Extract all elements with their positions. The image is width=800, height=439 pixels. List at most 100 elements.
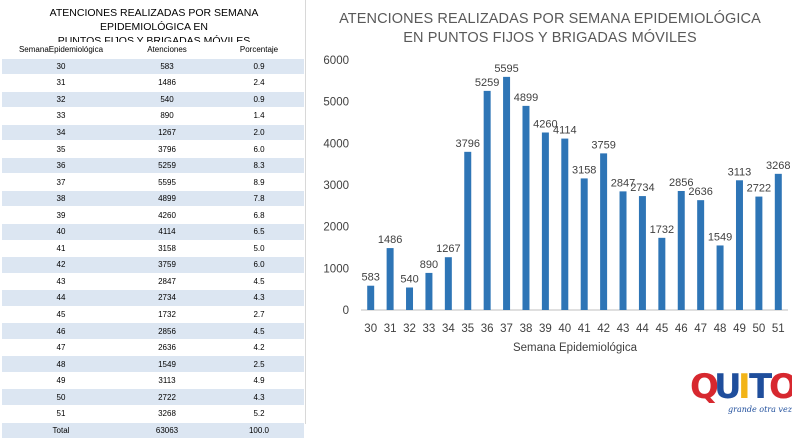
table-row: 34 1267 2.0 — [2, 124, 304, 142]
cell-semana: 31 — [2, 74, 120, 92]
cell-semana: 35 — [2, 140, 120, 158]
header-atenciones: Atenciones — [120, 42, 214, 59]
cell-porcentaje: 4.3 — [214, 289, 304, 307]
cell-semana: 38 — [2, 190, 120, 208]
total-porcentaje: 100.0 — [214, 422, 304, 439]
cell-semana: 32 — [2, 91, 120, 109]
cell-porcentaje: 8.9 — [214, 173, 304, 191]
cell-semana: 42 — [2, 256, 120, 274]
bar-value-label: 5259 — [475, 77, 499, 89]
x-tick-label: 44 — [636, 323, 649, 335]
bar-week-48 — [716, 245, 724, 310]
cell-atenciones: 1732 — [120, 306, 214, 324]
total-atenciones: 63063 — [120, 422, 214, 439]
cell-atenciones: 1549 — [120, 355, 214, 373]
logo-letter-t: T — [749, 368, 773, 407]
x-axis-label: Semana Epidemiológica — [513, 342, 638, 354]
cell-semana: 33 — [2, 107, 120, 125]
cell-atenciones: 540 — [120, 91, 214, 109]
bar-week-33 — [425, 272, 433, 310]
cell-semana: 37 — [2, 173, 120, 191]
bar-value-label: 890 — [420, 259, 438, 271]
cell-atenciones: 2847 — [120, 273, 214, 291]
x-tick-label: 46 — [675, 323, 688, 335]
table-row: 35 3796 6.0 — [2, 140, 304, 158]
chart-title: ATENCIONES REALIZADAS POR SEMANA EPIDEMI… — [330, 10, 770, 48]
cell-atenciones: 5595 — [120, 173, 214, 191]
bar-week-44 — [638, 196, 646, 310]
table-row: 38 4899 7.8 — [2, 190, 304, 208]
x-tick-label: 51 — [772, 323, 785, 335]
table-row: 45 1732 2.7 — [2, 306, 304, 324]
y-axis: 0 1000 2000 3000 4000 5000 6000 — [323, 55, 349, 317]
bar-value-label: 540 — [400, 274, 418, 286]
table-row: 49 3113 4.9 — [2, 372, 304, 390]
cell-semana: 45 — [2, 306, 120, 324]
y-tick-label: 3000 — [323, 180, 349, 192]
x-tick-label: 40 — [558, 323, 571, 335]
data-table: SemanaEpidemiológica Atenciones Porcenta… — [2, 42, 304, 439]
x-tick-label: 48 — [714, 323, 727, 335]
bar-value-label: 5595 — [494, 63, 518, 75]
x-tick-label: 32 — [403, 323, 416, 335]
cell-semana: 36 — [2, 157, 120, 175]
bar-value-label: 2722 — [747, 183, 771, 195]
bar-week-51 — [774, 173, 782, 310]
cell-porcentaje: 8.3 — [214, 157, 304, 175]
bar-week-43 — [619, 191, 627, 310]
bar-value-label: 2636 — [688, 186, 712, 198]
x-tick-label: 38 — [520, 323, 533, 335]
table-row: 37 5595 8.9 — [2, 173, 304, 191]
y-tick-label: 0 — [343, 305, 349, 317]
cell-porcentaje: 4.2 — [214, 339, 304, 357]
y-tick-label: 2000 — [323, 222, 349, 234]
table-row: 44 2734 4.3 — [2, 289, 304, 307]
cell-atenciones: 2636 — [120, 339, 214, 357]
quito-logo: Q U I T O grande otra vez — [690, 368, 792, 414]
cell-porcentaje: 6.0 — [214, 256, 304, 274]
bar-value-label: 3268 — [766, 160, 790, 172]
cell-semana: 48 — [2, 355, 120, 373]
cell-porcentaje: 6.0 — [214, 140, 304, 158]
bar-value-label: 4899 — [514, 92, 538, 104]
bar-value-label: 1732 — [650, 224, 674, 236]
cell-atenciones: 4899 — [120, 190, 214, 208]
bar-week-46 — [677, 191, 685, 310]
logo-letter-q: Q — [690, 368, 719, 407]
cell-semana: 39 — [2, 206, 120, 225]
cell-porcentaje: 6.5 — [214, 223, 304, 241]
bar-value-label: 3796 — [456, 138, 480, 150]
cell-porcentaje: 2.5 — [214, 355, 304, 373]
cell-porcentaje: 5.2 — [214, 405, 304, 423]
y-tick-label: 5000 — [323, 97, 349, 109]
bar-value-label: 1267 — [436, 243, 460, 255]
bar-week-34 — [444, 257, 452, 310]
table-title-line1: ATENCIONES REALIZADAS POR SEMANA EPIDEMI… — [49, 7, 259, 33]
cell-semana: 41 — [2, 240, 120, 258]
table-row: 42 3759 6.0 — [2, 256, 304, 274]
bar-week-36 — [483, 90, 491, 310]
bar-week-30 — [367, 285, 375, 310]
x-tick-label: 37 — [500, 323, 513, 335]
cell-porcentaje: 7.8 — [214, 190, 304, 208]
cell-atenciones: 2722 — [120, 388, 214, 407]
table-row: 50 2722 4.3 — [2, 388, 304, 407]
x-tick-label: 36 — [481, 323, 494, 335]
table-row: 43 2847 4.5 — [2, 273, 304, 291]
data-table-panel: ATENCIONES REALIZADAS POR SEMANA EPIDEMI… — [0, 0, 306, 439]
x-axis: 30 31 32 33 34 35 36 37 38 39 40 41 42 43 44 45 46 47 48 49… — [364, 323, 784, 335]
x-tick-label: 47 — [694, 323, 707, 335]
total-label: Total — [2, 422, 120, 439]
table-row: 33 890 1.4 — [2, 107, 304, 125]
cell-semana: 30 — [2, 58, 120, 76]
header-porcentaje: Porcentaje — [214, 42, 304, 59]
x-tick-label: 33 — [423, 323, 436, 335]
table-row: 40 4114 6.5 — [2, 223, 304, 241]
bar-value-label: 4260 — [533, 119, 557, 131]
bar-value-label: 3158 — [572, 164, 596, 176]
cell-atenciones: 4114 — [120, 223, 214, 241]
bar-value-label: 2847 — [611, 177, 635, 189]
cell-atenciones: 5259 — [120, 157, 214, 175]
cell-atenciones: 3158 — [120, 240, 214, 258]
